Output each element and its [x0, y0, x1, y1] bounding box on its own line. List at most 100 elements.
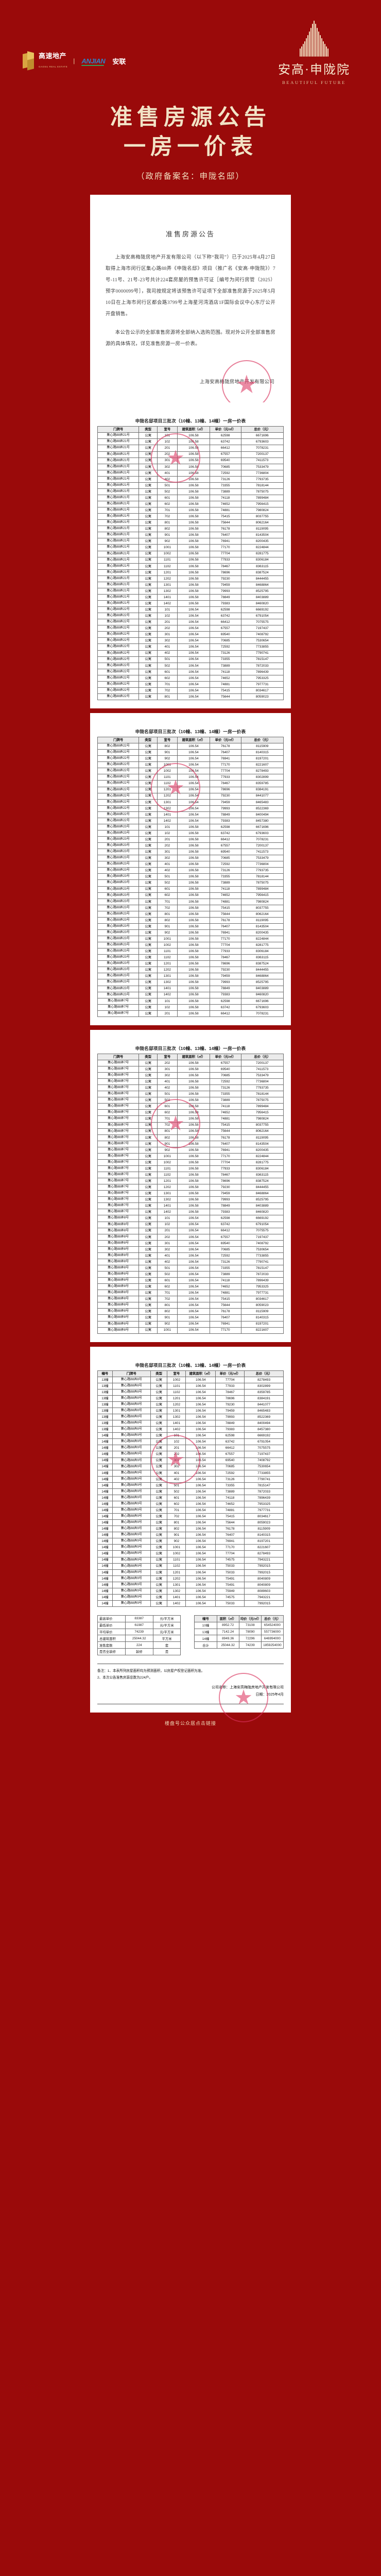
table-row: 13幢 集心路88弄8号 公寓 1201 106.54 78696 8384191	[97, 1395, 284, 1402]
table-cell: 77704	[209, 1159, 241, 1166]
table-cell: 6671696	[240, 432, 284, 439]
table-cell: 集心路88弄9号	[112, 1469, 151, 1477]
table-cell: 公寓	[138, 1308, 158, 1315]
table-row: 集心路88弄21号 公寓 302 106.58 70685 7533479	[97, 463, 284, 470]
table-cell: 76941	[215, 1538, 245, 1545]
table-cell: 集心路88弄23号	[97, 892, 140, 899]
table-cell: 集心路88弄7号	[97, 1134, 140, 1141]
table-cell: 602	[157, 500, 178, 508]
table-cell: 8197201	[240, 755, 284, 762]
table-cell: 106.54	[185, 1600, 216, 1607]
table-cell: 公寓	[138, 575, 158, 582]
table-cell: 106.54	[185, 1482, 216, 1489]
table-cell: 301	[157, 457, 178, 464]
column-header: 建筑面积（㎡）	[185, 1370, 216, 1377]
table-cell: 8457380	[244, 1426, 284, 1433]
table-cell: 公寓	[138, 861, 158, 868]
table-cell: 集心路88弄23号	[97, 991, 140, 998]
table-cell: 106.54	[177, 1221, 210, 1228]
table-cell: 701	[167, 1506, 186, 1514]
table-cell: 14幢	[97, 1432, 113, 1439]
table-cell: 66412	[209, 619, 241, 626]
table-cell: 公寓	[138, 445, 158, 452]
price-table-sheet: 申陇名邸项目三批次（10幢、13幢、14幢）一房一价表 门牌号 类型 室号 建筑面积（㎡…	[90, 402, 291, 708]
table-cell: 106.54	[185, 1544, 216, 1551]
column-header: 建筑面积（㎡）	[177, 426, 210, 433]
table-cell: 集心路88弄21号	[97, 581, 140, 588]
table-cell: 集心路88弄8号	[97, 1296, 140, 1303]
table-cell: 106.54	[177, 1277, 210, 1284]
table-row: 集心路88弄8号 公寓 101 106.54 62598 6669192	[97, 1215, 284, 1222]
summary-cell: 总建筑面积	[97, 1635, 126, 1642]
table-cell: 7956415	[240, 1109, 284, 1116]
table-cell: 公寓	[138, 1091, 158, 1098]
table-cell: 802	[157, 526, 178, 533]
table-cell: 8468864	[240, 581, 284, 588]
table-cell: 集心路88弄22号	[97, 805, 140, 812]
table-cell: 106.54	[177, 786, 210, 793]
table-cell: 106.54	[177, 693, 210, 701]
table-cell: 集心路88弄21号	[97, 463, 140, 470]
table-cell: 集心路88弄23号	[97, 954, 140, 961]
column-header: 门牌号	[112, 1370, 151, 1377]
table-row: 集心路88弄7号 公寓 1002 106.58 77704 8281775	[97, 1159, 284, 1166]
table-cell: 7078231	[240, 836, 284, 843]
table-cell: 106.54	[177, 674, 210, 682]
table-cell: 101	[157, 997, 178, 1005]
table-cell: 1002	[157, 550, 178, 557]
summary-cell: 是	[152, 1648, 181, 1655]
table-cell: 8140315	[240, 749, 284, 756]
table-cell: 集心路88弄8号	[97, 1308, 140, 1315]
table-cell: 402	[157, 867, 178, 874]
column-header: 单价（元/㎡）	[209, 426, 241, 433]
table-row: 14幢 集心路88弄9号 公寓 502 106.54 73889 7872033	[97, 1488, 284, 1495]
table-cell: 集心路88弄23号	[97, 842, 140, 850]
table-cell: 集心路88弄8号	[97, 1327, 140, 1334]
table-cell: 集心路88弄9号	[112, 1538, 151, 1545]
table-row: 集心路88弄7号 公寓 1202 106.58 79230 8444455	[97, 1184, 284, 1191]
table-cell: 集心路88弄22号	[97, 761, 140, 769]
table-cell: 402	[167, 1476, 186, 1483]
table-cell: 8460820	[240, 1209, 284, 1216]
table-cell: 6793603	[240, 829, 284, 837]
table-cell: 14幢	[97, 1538, 113, 1545]
table-cell: 106.58	[177, 979, 210, 986]
table-row: 集心路88弄7号 公寓 1402 106.58 79383 8460820	[97, 1209, 284, 1216]
table-cell: 502	[157, 1270, 178, 1278]
summary-row: 10幢 8952.72 73108 654524000	[194, 1621, 284, 1629]
table-cell: 70685	[209, 463, 241, 470]
table-cell: 106.54	[177, 1227, 210, 1234]
table-cell: 106.54	[185, 1445, 216, 1452]
table-cell: 7956415	[240, 892, 284, 899]
table-cell: 集心路88弄7号	[97, 1202, 140, 1210]
table-cell: 集心路88弄23号	[97, 886, 140, 893]
table-cell: 8363115	[240, 1171, 284, 1179]
summary-row: 是否全装修 装修是	[97, 1648, 181, 1655]
table-cell: 8140315	[244, 1532, 284, 1539]
table-cell: 106.54	[185, 1532, 216, 1539]
table-cell: 公寓	[138, 929, 158, 937]
table-cell: 106.54	[185, 1500, 216, 1508]
column-header: 单价（元/㎡）	[209, 736, 241, 744]
table-row: 集心路88弄22号 公寓 702 106.54 75415 8034617	[97, 687, 284, 694]
table-cell: 公寓	[138, 892, 158, 899]
table-cell: 79993	[209, 587, 241, 595]
table-cell: 702	[167, 1513, 186, 1520]
table-cell: 公寓	[138, 1122, 158, 1129]
table-cell: 7977731	[240, 1290, 284, 1297]
table-cell: 602	[167, 1500, 186, 1508]
table-cell: 集心路88弄21号	[97, 432, 140, 439]
table-cell: 公寓	[138, 1283, 158, 1291]
table-row: 集心路88弄8号 公寓 601 106.54 74118 7896439	[97, 1277, 284, 1284]
table-cell: 1002	[157, 942, 178, 949]
project-name-en: BEAUTIFUL FUTURE	[282, 80, 346, 85]
summary-cell: 74239	[125, 1628, 153, 1636]
table-cell: 501	[157, 1264, 178, 1272]
summary-row: 总建筑面积 25044.32 平方米	[97, 1635, 181, 1642]
table-cell: 1101	[157, 1165, 178, 1173]
table-cell: 6793603	[240, 1004, 284, 1011]
table-cell: 1001	[157, 1153, 178, 1160]
table-cell: 集心路88弄9号	[112, 1544, 151, 1551]
table-cell: 79383	[209, 991, 241, 998]
table-cell: 公寓	[138, 469, 158, 477]
